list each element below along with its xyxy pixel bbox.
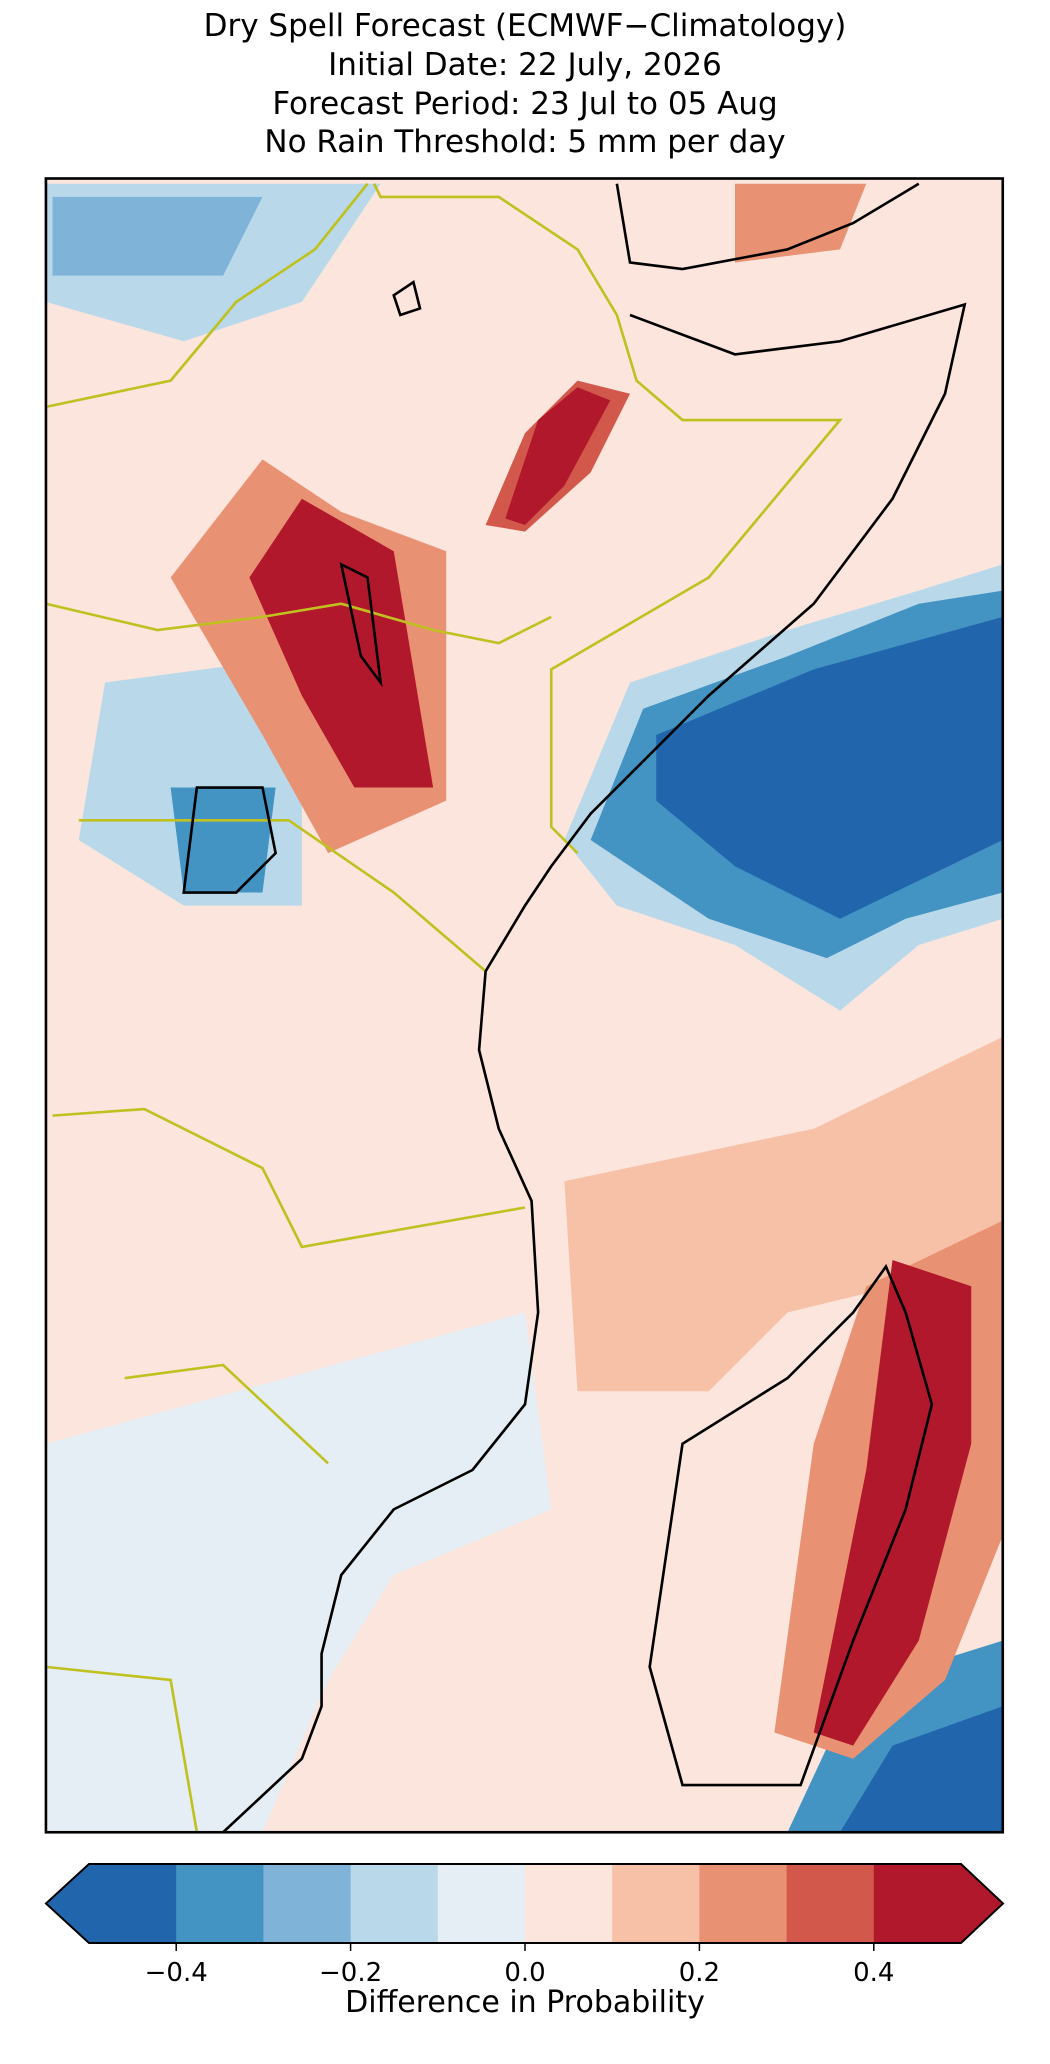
map-region xyxy=(505,387,611,525)
colorbar-segment xyxy=(176,1864,264,1943)
colorbar-tick-label: −0.4 xyxy=(145,1958,208,1988)
colorbar-segment xyxy=(612,1864,700,1943)
colorbar-tick-label: 0.0 xyxy=(504,1958,545,1988)
map-region xyxy=(249,498,434,788)
colorbar-segment xyxy=(873,1864,962,1943)
borders xyxy=(45,182,843,1833)
map-region xyxy=(52,196,263,276)
colorbar-tick-label: −0.2 xyxy=(319,1958,382,1988)
title-line: Dry Spell Forecast (ECMWF−Climatology) xyxy=(204,8,847,44)
map-region xyxy=(813,1260,972,1746)
colorbar-tick-label: 0.4 xyxy=(853,1958,894,1988)
colorbar-segment xyxy=(437,1864,526,1943)
title-line: No Rain Threshold: 5 mm per day xyxy=(264,124,785,160)
coastline xyxy=(182,182,967,1833)
colorbar-segment xyxy=(89,1864,177,1943)
map-region xyxy=(840,1706,1003,1833)
colorbar-label: Difference in Probability xyxy=(345,1985,705,2020)
title-line: Initial Date: 22 July, 2026 xyxy=(328,47,722,83)
colorbar-segment xyxy=(699,1864,788,1943)
colorbar-tick-label: 0.2 xyxy=(679,1958,720,1988)
map-region xyxy=(170,787,276,893)
map-frame xyxy=(44,177,1005,1834)
colorbar-extend-max xyxy=(961,1864,1003,1943)
colorbar-extend-min xyxy=(46,1864,89,1943)
map-region xyxy=(45,1312,552,1833)
colorbar-segment xyxy=(786,1864,875,1943)
map xyxy=(44,177,1005,1834)
colorbar-outline xyxy=(44,1863,1005,1944)
colorbar: −0.4 −0.2 0.0 0.2 0.4 xyxy=(44,1863,1005,1988)
colorbar-segment xyxy=(525,1864,613,1943)
map-region xyxy=(735,183,867,263)
colorbar-segment xyxy=(350,1864,439,1943)
colorbar-segment xyxy=(263,1864,352,1943)
map-region xyxy=(656,616,1003,919)
title-line: Forecast Period: 23 Jul to 05 Aug xyxy=(272,86,777,122)
map-region xyxy=(564,1036,1003,1392)
